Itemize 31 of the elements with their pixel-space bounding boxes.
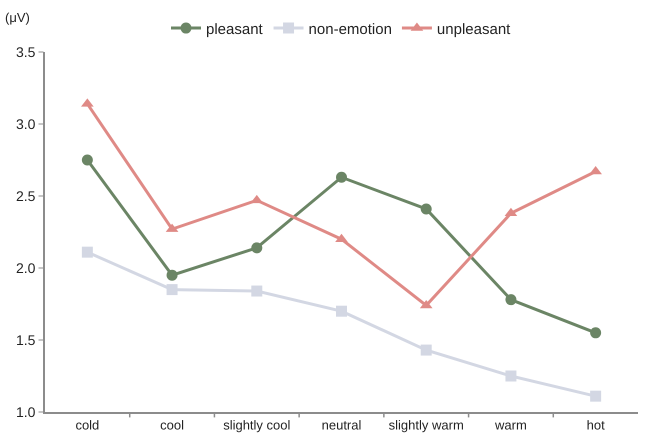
y-tick-label: 3.5 — [16, 44, 36, 60]
x-tick-label: neutral — [322, 417, 362, 432]
y-tick-label: 1.5 — [16, 332, 36, 348]
point — [251, 286, 262, 297]
point — [420, 203, 432, 214]
point — [590, 327, 602, 338]
legend-label: pleasant — [206, 20, 264, 38]
y-tick-label: 2.0 — [16, 260, 36, 276]
point — [166, 270, 178, 281]
y-tick-label: 3.0 — [16, 116, 36, 132]
legend-label: non-emotion — [308, 20, 392, 38]
point — [505, 294, 516, 306]
point — [590, 390, 602, 402]
x-tick-label: slightly cool — [223, 417, 290, 432]
y-tick-label: 2.5 — [16, 188, 36, 204]
point — [336, 306, 347, 317]
x-tick-label: cold — [75, 417, 100, 432]
y-tick-label: 1.0 — [16, 404, 36, 420]
point — [166, 284, 178, 296]
point — [505, 370, 516, 382]
x-tick-label: cool — [160, 417, 184, 432]
x-tick-label: warm — [494, 417, 527, 432]
legend-label: unpleasant — [436, 20, 512, 38]
point — [82, 154, 93, 166]
point — [82, 246, 93, 258]
point — [336, 172, 347, 183]
x-tick-label: hot — [586, 417, 606, 432]
y-axis-title: (μV) — [5, 10, 30, 25]
point — [251, 242, 262, 254]
x-tick-label: slightly warm — [388, 417, 464, 432]
point — [420, 344, 432, 356]
